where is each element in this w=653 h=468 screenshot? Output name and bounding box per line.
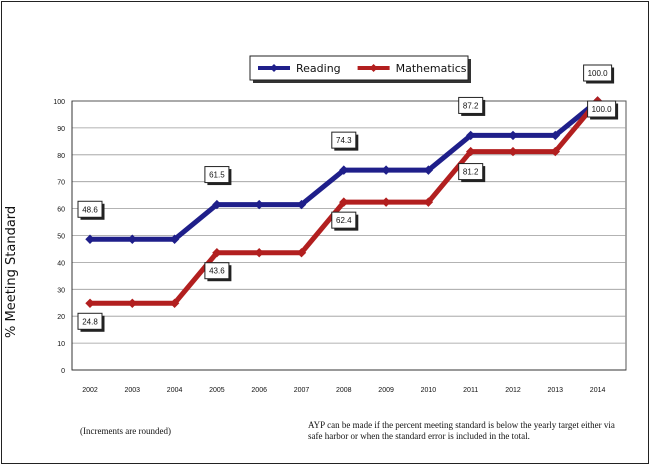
ayp-note: AYP can be made if the percent meeting s… <box>308 420 615 441</box>
y-tick-label: 50 <box>57 234 65 241</box>
data-label-text: 61.5 <box>209 171 225 180</box>
data-label-mathematics: 81.2 <box>458 163 486 183</box>
y-tick-label: 10 <box>57 341 65 348</box>
data-label-text: 62.4 <box>336 216 352 225</box>
data-label-text: 43.6 <box>209 267 225 276</box>
data-point-reading <box>550 130 561 141</box>
data-point-mathematics <box>296 248 307 258</box>
data-label-box <box>204 262 230 280</box>
x-tick-label: 2008 <box>336 387 352 394</box>
data-label-box <box>587 100 617 118</box>
data-label-reading: 74.3 <box>331 131 359 151</box>
data-point-reading <box>85 234 95 244</box>
data-label-box <box>204 166 230 184</box>
data-point-reading <box>465 130 476 141</box>
data-point-reading <box>212 199 222 210</box>
legend-marker <box>369 64 378 72</box>
data-label-box <box>583 64 613 82</box>
y-tick-label: 40 <box>57 260 65 267</box>
x-tick-label: 2002 <box>82 387 98 394</box>
y-axis-label: % Meeting Standard <box>4 205 19 338</box>
x-tick-label: 2007 <box>294 387 310 394</box>
x-tick-label: 2006 <box>251 387 267 394</box>
data-point-mathematics <box>212 248 222 258</box>
data-label-box <box>77 312 103 330</box>
data-label-text: 87.2 <box>463 101 479 110</box>
data-label-text: 81.2 <box>463 168 479 177</box>
data-point-reading <box>508 130 518 141</box>
data-label-mathematics: 100.0 <box>587 100 619 120</box>
y-tick-label: 70 <box>57 180 65 187</box>
legend-item-mathematics: Mathematics <box>357 62 467 75</box>
legend-label: Reading <box>296 62 341 75</box>
data-point-mathematics <box>127 298 138 308</box>
data-label-mathematics: 43.6 <box>204 262 232 282</box>
data-point-reading <box>423 165 434 175</box>
data-label-reading: 87.2 <box>458 96 486 116</box>
data-label-text: 100.0 <box>588 69 609 78</box>
data-label-mathematics: 24.8 <box>77 312 105 332</box>
x-tick-label: 2003 <box>125 387 141 394</box>
data-point-reading <box>127 234 138 244</box>
x-tick-label: 2010 <box>421 387 437 394</box>
legend-marker <box>270 64 278 72</box>
data-label-box <box>331 131 357 149</box>
x-tick-label: 2005 <box>209 387 225 394</box>
data-point-mathematics <box>339 197 349 207</box>
rounding-note: (Increments are rounded) <box>80 426 171 436</box>
y-tick-label: 100 <box>53 99 65 106</box>
data-point-mathematics <box>508 146 518 157</box>
data-label-box <box>331 211 357 229</box>
y-tick-label: 0 <box>61 368 65 375</box>
data-point-mathematics <box>85 298 95 308</box>
data-point-mathematics <box>169 298 180 308</box>
data-point-reading <box>169 234 180 244</box>
data-label-reading: 61.5 <box>204 166 232 186</box>
data-label-reading: 100.0 <box>583 64 615 84</box>
data-point-mathematics <box>254 248 264 258</box>
data-point-mathematics <box>423 197 434 207</box>
legend-label: Mathematics <box>396 62 467 75</box>
data-point-mathematics <box>550 146 561 157</box>
data-label-box <box>458 163 484 181</box>
data-label-reading: 48.6 <box>77 200 105 220</box>
x-tick-label: 2012 <box>505 387 521 394</box>
data-point-reading <box>381 165 391 175</box>
legend-item-reading: Reading <box>258 62 341 75</box>
y-tick-label: 20 <box>57 314 65 321</box>
y-tick-label: 30 <box>57 287 65 294</box>
data-point-reading <box>296 199 307 210</box>
data-label-box <box>77 200 103 218</box>
data-label-text: 48.6 <box>82 205 98 214</box>
data-label-box <box>458 96 484 114</box>
x-tick-label: 2004 <box>167 387 183 394</box>
x-tick-label: 2011 <box>463 387 478 394</box>
data-point-mathematics <box>465 146 476 157</box>
data-label-mathematics: 62.4 <box>331 211 359 231</box>
y-tick-label: 80 <box>57 153 65 160</box>
x-tick-label: 2009 <box>378 387 394 394</box>
data-point-reading <box>339 165 349 175</box>
x-tick-label: 2014 <box>590 387 606 394</box>
y-tick-label: 60 <box>57 207 65 214</box>
data-label-text: 74.3 <box>336 136 352 145</box>
data-point-mathematics <box>381 197 391 207</box>
x-tick-label: 2013 <box>548 387 564 394</box>
y-tick-label: 90 <box>57 126 65 133</box>
data-label-text: 24.8 <box>82 317 98 326</box>
data-point-reading <box>254 199 264 210</box>
data-label-text: 100.0 <box>592 105 613 114</box>
